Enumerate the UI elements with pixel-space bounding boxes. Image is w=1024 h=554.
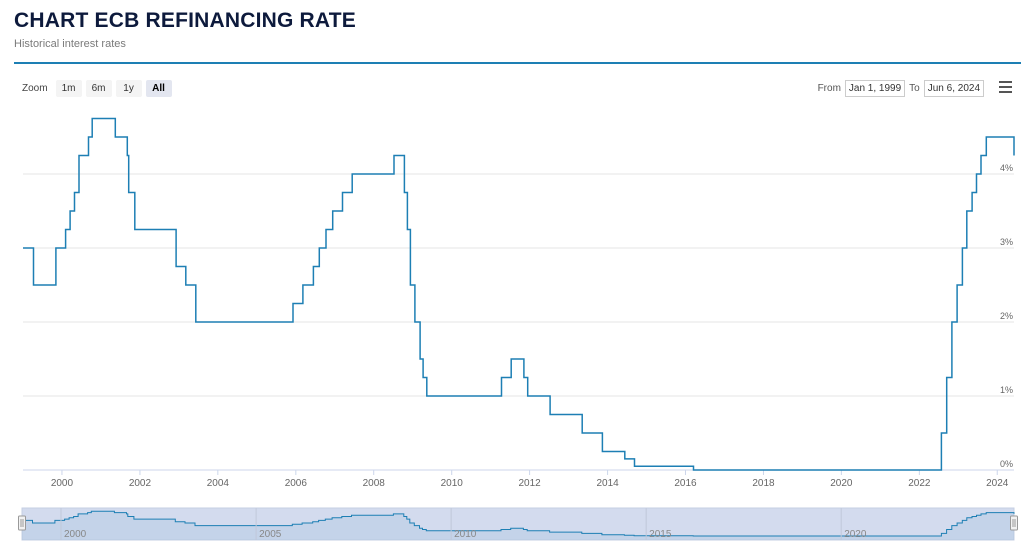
series-layer bbox=[23, 117, 1015, 471]
y-axis: 0% 1% 2% 3% 4% bbox=[1000, 163, 1013, 469]
navigator-area bbox=[22, 511, 1014, 540]
x-tick-label: 2020 bbox=[830, 478, 853, 489]
navigator-tick-label: 2020 bbox=[844, 529, 867, 540]
from-label: From bbox=[817, 82, 841, 94]
navigator-background bbox=[21, 507, 1015, 541]
navigator-tick-label: 2000 bbox=[64, 529, 87, 540]
chart-title: CHART ECB REFINANCING RATE bbox=[14, 9, 356, 32]
main-chart: 2000 2002 2004 2006 2008 2010 2012 2014 2016 2018… bbox=[23, 117, 1015, 489]
menu-bar bbox=[999, 81, 1012, 83]
navigator-line bbox=[22, 510, 1015, 537]
x-tick-label: 2006 bbox=[285, 478, 308, 489]
navigator-tick-label: 2010 bbox=[454, 529, 477, 540]
y-tick-label: 0% bbox=[1000, 459, 1013, 469]
to-label: To bbox=[909, 82, 920, 94]
chart-subtitle: Historical interest rates bbox=[14, 38, 126, 50]
navigator-right-handle[interactable] bbox=[1010, 515, 1018, 531]
x-tick-label: 2024 bbox=[986, 478, 1009, 489]
handle-body bbox=[1010, 515, 1018, 531]
navigator-tick-label: 2005 bbox=[259, 529, 282, 540]
navigator-tick-label: 2015 bbox=[649, 529, 672, 540]
zoom-1y-button[interactable]: 1y bbox=[115, 79, 142, 97]
navigator-handles[interactable] bbox=[18, 515, 1018, 531]
navigator-left-handle[interactable] bbox=[18, 515, 26, 531]
from-date-input[interactable]: Jan 1, 1999 bbox=[844, 79, 906, 97]
navigator-mask bbox=[21, 507, 1015, 541]
x-tick-label: 2004 bbox=[207, 478, 230, 489]
x-tick-label: 2018 bbox=[752, 478, 775, 489]
x-tick-label: 2012 bbox=[518, 478, 541, 489]
handle-body bbox=[18, 515, 26, 531]
hamburger-icon[interactable] bbox=[999, 81, 1012, 93]
navigator-series bbox=[22, 510, 1015, 540]
y-tick-label: 1% bbox=[1000, 385, 1013, 395]
grid-lines bbox=[23, 173, 1014, 471]
menu-bar bbox=[999, 91, 1012, 93]
x-tick-label: 2014 bbox=[596, 478, 619, 489]
y-tick-label: 4% bbox=[1000, 163, 1013, 173]
x-axis: 2000 2002 2004 2006 2008 2010 2012 2014 2016 2018… bbox=[51, 470, 1009, 489]
x-tick-label: 2008 bbox=[363, 478, 386, 489]
navigator[interactable]: 2000 2005 2010 2015 2020 bbox=[0, 500, 1024, 542]
to-date-input[interactable]: Jun 6, 2024 bbox=[923, 79, 984, 97]
zoom-all-button[interactable]: All bbox=[145, 79, 172, 97]
x-tick-label: 2016 bbox=[674, 478, 697, 489]
zoom-6m-button[interactable]: 6m bbox=[85, 79, 112, 97]
x-tick-label: 2022 bbox=[908, 478, 931, 489]
zoom-controls: Zoom 1m 6m 1y All bbox=[22, 79, 172, 97]
x-tick-label: 2010 bbox=[441, 478, 464, 489]
date-range-selector: From Jan 1, 1999 To Jun 6, 2024 bbox=[818, 79, 984, 97]
y-tick-label: 3% bbox=[1000, 237, 1013, 247]
navigator-ticks: 2000 2005 2010 2015 2020 bbox=[60, 508, 867, 540]
title-divider bbox=[14, 62, 1021, 64]
menu-bar bbox=[999, 86, 1012, 88]
rate-series-line bbox=[23, 117, 1015, 471]
zoom-1m-button[interactable]: 1m bbox=[55, 79, 82, 97]
x-tick-label: 2002 bbox=[129, 478, 152, 489]
y-tick-label: 2% bbox=[1000, 311, 1013, 321]
zoom-label: Zoom bbox=[22, 82, 48, 94]
x-tick-label: 2000 bbox=[51, 478, 74, 489]
